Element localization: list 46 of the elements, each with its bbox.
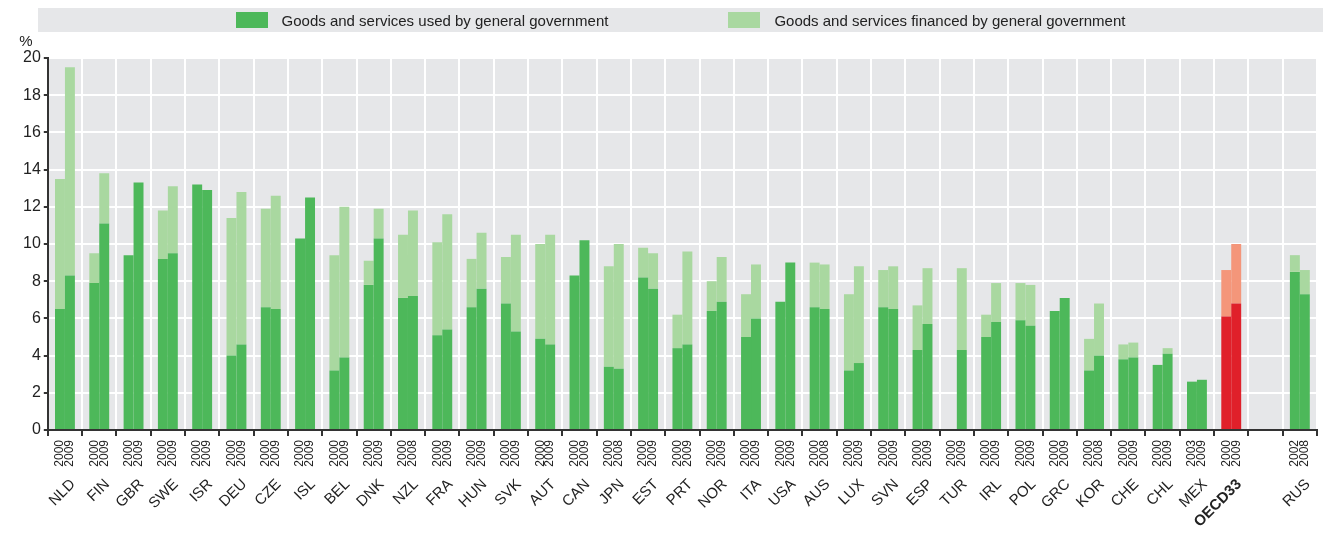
x-tick-label: 2009	[268, 439, 283, 467]
x-tick-label: 2009	[988, 439, 1003, 467]
x-tick-label: 2009	[645, 439, 660, 467]
x-tick-label: 2009	[62, 439, 77, 467]
y-tick-label: 18	[23, 85, 41, 103]
y-tick-label: 2	[31, 383, 41, 401]
text: POL	[1005, 475, 1039, 509]
text: ISL	[290, 475, 319, 503]
text: ITA	[736, 475, 765, 503]
x-tick-label: 2009	[748, 439, 763, 467]
text: BEL	[320, 475, 353, 508]
text: TUR	[936, 474, 970, 509]
x-tick-label: 2000	[806, 439, 821, 467]
y-tick-label: 8	[31, 271, 41, 289]
x-tick-label: 2009	[851, 439, 866, 467]
text: ISR	[185, 474, 216, 505]
x-tick-label: 2009	[1057, 439, 1072, 467]
x-tick-label: 2000	[463, 439, 478, 467]
y-tick-label: 4	[31, 346, 41, 364]
x-tick-label: 2009	[954, 439, 969, 467]
text: IRL	[975, 475, 1005, 504]
x-tick-label: 2008	[1297, 439, 1312, 467]
y-tick-label: 6	[31, 308, 41, 326]
text: FIN	[83, 475, 113, 505]
x-tick-label: 2000	[1149, 439, 1164, 467]
x-tick-label: 2009	[1194, 439, 1209, 467]
x-tick-label: 2008	[405, 439, 420, 467]
x-tick-label: 2008	[611, 439, 626, 467]
y-axis-title: %	[19, 32, 33, 50]
x-tick-label: 2000	[120, 439, 135, 467]
x-tick-label: 2009	[165, 439, 180, 467]
y-tick-label: 10	[23, 234, 41, 252]
y-tick-label: 0	[31, 420, 41, 438]
y-tick-label: 12	[23, 197, 41, 215]
x-tick-label: 2008	[1091, 439, 1106, 467]
text: NZL	[388, 475, 422, 508]
y-tick-label: 16	[23, 122, 41, 140]
legend-label: Goods and services used by general government	[281, 11, 609, 29]
x-tick-label: 2009	[302, 439, 317, 467]
y-tick-label: 20	[23, 48, 41, 66]
x-tick-label: 2009	[199, 439, 214, 467]
legend-label: Goods and services financed by general government	[774, 11, 1126, 29]
text: USA	[764, 475, 799, 509]
y-tick-label: 14	[23, 160, 41, 178]
text: CHL	[1142, 475, 1176, 509]
x-tick-label: 2009	[508, 439, 523, 467]
